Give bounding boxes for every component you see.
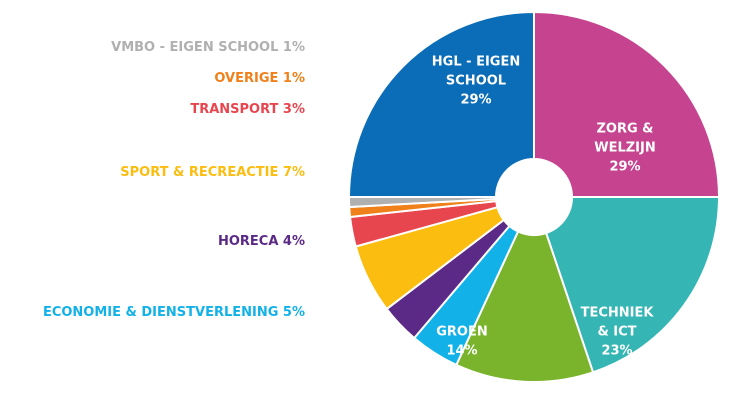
outer-label-name: SPORT & RECREACTIE: [120, 165, 278, 180]
outer-label: ECONOMIE & DIENSTVERLENING 5%: [43, 305, 305, 320]
slice-value: 29%: [460, 93, 491, 108]
slice: [454, 230, 595, 383]
slice-label: GROEN: [436, 325, 488, 340]
outer-label: SPORT & RECREACTIE 7%: [120, 165, 305, 180]
outer-label-value: 1%: [283, 40, 305, 55]
slice: [544, 196, 721, 374]
slice-label: TECHNIEK: [581, 306, 655, 321]
outer-label: VMBO - EIGEN SCHOOL 1%: [111, 40, 305, 55]
slice-label: WELZIJN: [594, 141, 655, 156]
outer-label-name: ECONOMIE & DIENSTVERLENING: [43, 305, 278, 320]
outer-label-value: 7%: [283, 165, 305, 180]
outer-label-value: 5%: [283, 305, 305, 320]
slice-value: 23%: [601, 344, 632, 359]
outer-label-name: OVERIGE: [214, 71, 278, 86]
slice-label: ZORG &: [596, 122, 653, 137]
slice-label: SCHOOL: [446, 74, 506, 89]
outer-label-name: VMBO - EIGEN SCHOOL: [111, 40, 278, 55]
outer-label: OVERIGE 1%: [214, 71, 305, 86]
outer-label-name: TRANSPORT: [190, 102, 278, 117]
slice-value: 14%: [446, 344, 477, 359]
slice: [347, 10, 535, 198]
slice-value: 29%: [609, 160, 640, 175]
outer-label-value: 1%: [283, 71, 305, 86]
outer-label: HORECA 4%: [218, 234, 305, 249]
outer-label: TRANSPORT 3%: [190, 102, 305, 117]
slice-label: HGL - EIGEN: [432, 55, 520, 70]
slice: [533, 10, 721, 198]
outer-label-value: 4%: [283, 234, 305, 249]
outer-label-name: HORECA: [218, 234, 278, 249]
outer-label-value: 3%: [283, 102, 305, 117]
slice-label: & ICT: [597, 325, 636, 340]
